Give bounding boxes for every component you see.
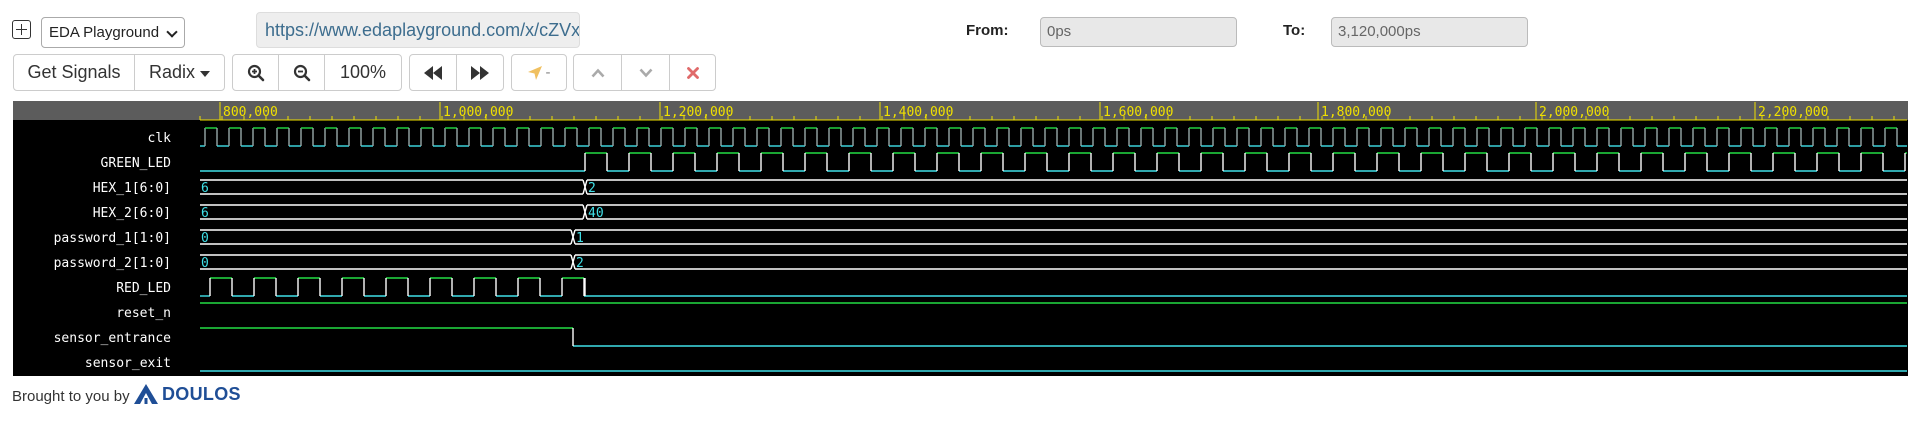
navigation-group <box>409 54 504 91</box>
cursor-value: - <box>545 64 551 81</box>
ruler-tick-label: 2,200,000 <box>1758 105 1828 120</box>
password1-bus-value: 1 <box>576 231 584 246</box>
cursor-button[interactable]: - <box>512 55 566 90</box>
signal-name[interactable]: clk <box>147 131 171 146</box>
doulos-brand-text: DOULOS <box>162 383 241 404</box>
doulos-logo-icon <box>134 384 158 404</box>
playground-select-value: EDA Playground <box>49 24 160 41</box>
hex1-bus-transition <box>582 179 588 195</box>
radix-button[interactable]: Radix <box>135 55 224 90</box>
hex2-bus-transition <box>582 204 588 220</box>
signal-name[interactable]: GREEN_LED <box>100 156 171 171</box>
fast-forward-icon <box>471 65 489 80</box>
signal-name[interactable]: reset_n <box>116 306 171 321</box>
password1-bus-transition <box>570 229 576 245</box>
ruler-tick-label: 1,800,000 <box>1321 105 1391 120</box>
ruler-tick-label: 2,000,000 <box>1539 105 1609 120</box>
go-start-button[interactable] <box>410 55 457 90</box>
signal-name[interactable]: sensor_entrance <box>53 331 171 346</box>
go-end-button[interactable] <box>457 55 503 90</box>
expand-icon[interactable] <box>12 20 31 39</box>
playground-select[interactable]: EDA Playground <box>41 17 185 48</box>
zoom-level[interactable]: 100% <box>339 62 387 82</box>
signal-name[interactable]: sensor_exit <box>84 356 171 371</box>
cursor-group: - <box>511 54 567 91</box>
chevron-down-icon <box>639 68 652 77</box>
password2-bus-value: 2 <box>576 256 584 271</box>
hex2-bus-value: 40 <box>588 206 604 221</box>
signal-name[interactable]: password_1[1:0] <box>53 231 171 246</box>
ruler-tick-label: 800,000 <box>223 105 278 120</box>
move-up-button[interactable] <box>574 55 622 90</box>
signals-group: Get Signals Radix <box>13 54 225 91</box>
caret-down-icon <box>200 70 211 77</box>
ruler-tick-label: 1,600,000 <box>1103 105 1173 120</box>
ruler-tick-label: 1,200,000 <box>663 105 733 120</box>
from-time-input[interactable]: 0ps <box>1040 17 1237 47</box>
signal-name[interactable]: HEX_1[6:0] <box>92 181 171 196</box>
zoom-in-button[interactable] <box>233 55 279 90</box>
get-signals-button[interactable]: Get Signals <box>14 55 135 90</box>
footer-credit: Brought to you by <box>12 388 130 405</box>
ruler-tick-label: 1,000,000 <box>443 105 513 120</box>
from-label: From: <box>966 22 1009 39</box>
move-down-button[interactable] <box>622 55 670 90</box>
hex2-bus-value: 6 <box>201 206 209 221</box>
signal-name[interactable]: HEX_2[6:0] <box>92 206 171 221</box>
location-arrow-icon <box>527 65 542 80</box>
waveform-viewer[interactable] <box>13 101 1908 376</box>
to-time-input[interactable]: 3,120,000ps <box>1331 17 1528 47</box>
doulos-logo[interactable]: DOULOS <box>133 383 241 405</box>
radix-label: Radix <box>148 62 196 82</box>
password1-bus-value: 0 <box>201 231 209 246</box>
to-label: To: <box>1283 22 1306 39</box>
signal-name[interactable]: password_2[1:0] <box>53 256 171 271</box>
hex1-bus-value: 2 <box>588 181 596 196</box>
zoom-in-icon <box>247 64 264 81</box>
password2-bus-transition <box>570 254 576 270</box>
zoom-out-button[interactable] <box>279 55 325 90</box>
zoom-out-icon <box>293 64 310 81</box>
close-icon <box>686 66 699 79</box>
zoom-group: 100% <box>232 54 402 91</box>
chevron-up-icon <box>591 68 604 77</box>
fast-backward-icon <box>424 65 442 80</box>
remove-signal-button[interactable] <box>670 55 715 90</box>
share-url-field[interactable]: https://www.edaplayground.com/x/cZVx <box>256 12 580 48</box>
signal-name[interactable]: RED_LED <box>116 281 171 296</box>
hex1-bus-value: 6 <box>201 181 209 196</box>
time-ruler-bar <box>13 101 1908 120</box>
signal-order-group <box>573 54 716 91</box>
password2-bus-value: 0 <box>201 256 209 271</box>
ruler-tick-label: 1,400,000 <box>883 105 953 120</box>
